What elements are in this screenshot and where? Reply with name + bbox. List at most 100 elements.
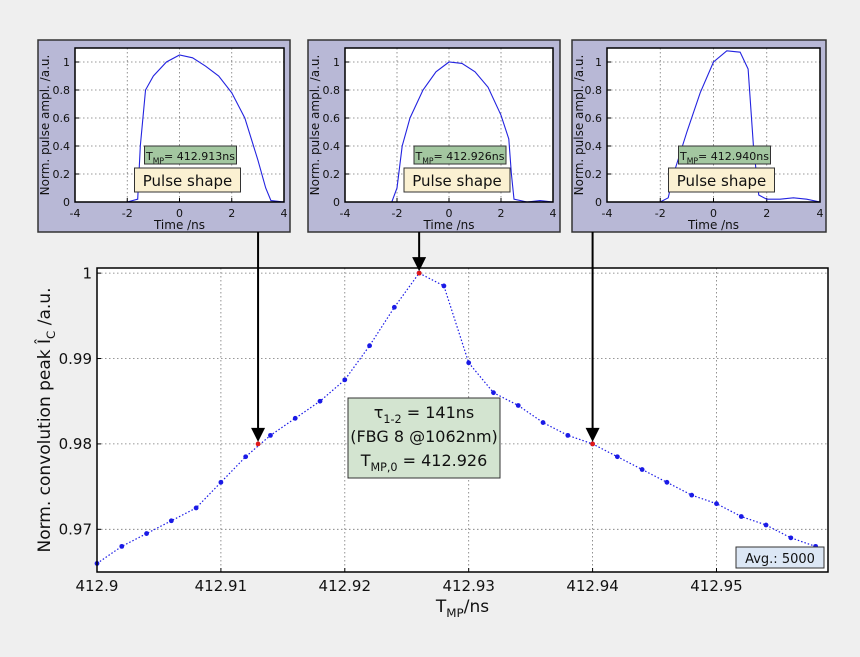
data-point xyxy=(342,377,348,383)
data-point xyxy=(168,518,174,524)
y-tick-label: 1 xyxy=(595,56,602,69)
data-point xyxy=(491,390,496,396)
y-tick-label: 0.6 xyxy=(585,112,603,125)
y-tick-label: 0.6 xyxy=(323,112,341,125)
text-part: = 412.913ns xyxy=(164,150,235,163)
axes-box xyxy=(606,47,821,203)
label: Pulse shape xyxy=(143,172,233,190)
x-axis-label: Time /ns xyxy=(687,218,739,232)
text-part: = 412.940ns xyxy=(698,150,769,163)
x-tick-label: -2 xyxy=(655,207,666,220)
data-point xyxy=(466,360,472,366)
data-line xyxy=(96,272,816,564)
x-tick-label: 412.94 xyxy=(566,577,619,595)
y-tick-label: 1 xyxy=(82,264,92,282)
data-line xyxy=(75,54,285,203)
subscript: MP xyxy=(153,156,165,165)
y-tick-label: 0.4 xyxy=(53,140,71,153)
data-point xyxy=(218,479,224,485)
x-tick-label: 412.92 xyxy=(319,577,372,595)
subscript: MP xyxy=(446,606,463,620)
x-tick-label: 2 xyxy=(763,207,770,220)
x-tick-label: 0 xyxy=(710,207,717,220)
data-point xyxy=(119,543,125,549)
label: Pulse shape xyxy=(677,172,767,190)
y-tick-label: 0.8 xyxy=(53,84,71,97)
axes-box xyxy=(74,47,285,203)
data-point xyxy=(243,454,249,460)
y-tick-label: 0.4 xyxy=(585,140,603,153)
subscript: MP xyxy=(422,156,434,165)
x-tick-label: 4 xyxy=(281,207,288,220)
text-part: T xyxy=(360,451,371,470)
data-point xyxy=(255,441,261,447)
text-part: = 141ns xyxy=(402,403,475,422)
data-point xyxy=(664,479,670,485)
text-part: T xyxy=(145,150,153,163)
x-tick-label: 2 xyxy=(228,207,235,220)
tag: TMP= 412.913ns xyxy=(145,150,235,165)
y-tick-label: 0.4 xyxy=(323,140,341,153)
x-tick-label: 412.93 xyxy=(442,577,495,595)
y-axis-label: Norm. pulse ampl. /a.u. xyxy=(572,55,586,196)
data-point xyxy=(714,501,719,507)
tag: TMP= 412.940ns xyxy=(679,150,769,165)
data-point xyxy=(590,441,595,447)
text-part: Norm. convolution peak Î xyxy=(33,338,55,553)
label-box xyxy=(134,167,241,193)
data-line xyxy=(607,50,821,203)
x-tick-label: 412.91 xyxy=(195,577,248,595)
data-point xyxy=(738,514,744,519)
label: Pulse shape xyxy=(412,172,502,190)
x-tick-label: 0 xyxy=(446,207,453,220)
text-part: /ns xyxy=(464,597,490,617)
y-axis-label: Norm. pulse ampl. /a.u. xyxy=(308,55,322,196)
y-tick-label: 0.98 xyxy=(59,435,92,453)
text-part: T xyxy=(679,150,687,163)
label-box xyxy=(403,167,511,193)
subscript: MP xyxy=(687,156,699,165)
y-tick-label: 1 xyxy=(333,56,340,69)
y-tick-label: 0.99 xyxy=(59,350,92,368)
data-line xyxy=(345,61,554,203)
subscript: MP,0 xyxy=(370,461,397,474)
data-point xyxy=(317,398,323,404)
tag-box xyxy=(144,145,237,165)
text-part: T xyxy=(415,150,423,163)
y-tick-label: 0.97 xyxy=(59,521,92,539)
data-point xyxy=(614,454,620,460)
y-tick-label: 0 xyxy=(333,196,340,209)
data-point xyxy=(292,415,298,421)
arrow-head xyxy=(412,257,427,272)
data-point xyxy=(391,304,397,310)
y-tick-label: 0.8 xyxy=(585,84,603,97)
x-axis-label: Time /ns xyxy=(153,218,205,232)
annotation-line: TMP,0 = 412.926 xyxy=(360,451,488,474)
y-tick-label: 1 xyxy=(63,56,70,69)
data-point xyxy=(416,270,422,276)
x-tick-label: -4 xyxy=(602,207,613,220)
axes-box xyxy=(344,47,554,203)
text-part: T xyxy=(435,597,447,617)
data-point xyxy=(565,432,571,438)
data-point xyxy=(193,505,199,511)
x-tick-label: 412.9 xyxy=(76,577,119,595)
y-tick-label: 0.2 xyxy=(323,168,341,181)
annotation-line: (FBG 8 @1062nm) xyxy=(350,427,498,446)
y-tick-label: 0.6 xyxy=(53,112,71,125)
y-tick-label: 0 xyxy=(63,196,70,209)
data-point xyxy=(689,492,695,498)
x-tick-label: 4 xyxy=(550,207,557,220)
arrow-head xyxy=(251,427,266,442)
text-part: = 412.926 xyxy=(398,451,488,470)
x-tick-label: -2 xyxy=(122,207,133,220)
data-point xyxy=(268,432,273,438)
data-point xyxy=(540,420,546,425)
tag-box xyxy=(678,145,771,165)
x-tick-label: 412.95 xyxy=(690,577,743,595)
y-tick-label: 0.8 xyxy=(323,84,341,97)
text-part: = 412.926ns xyxy=(434,150,505,163)
x-tick-label: -2 xyxy=(392,207,403,220)
y-tick-label: 0 xyxy=(595,196,602,209)
